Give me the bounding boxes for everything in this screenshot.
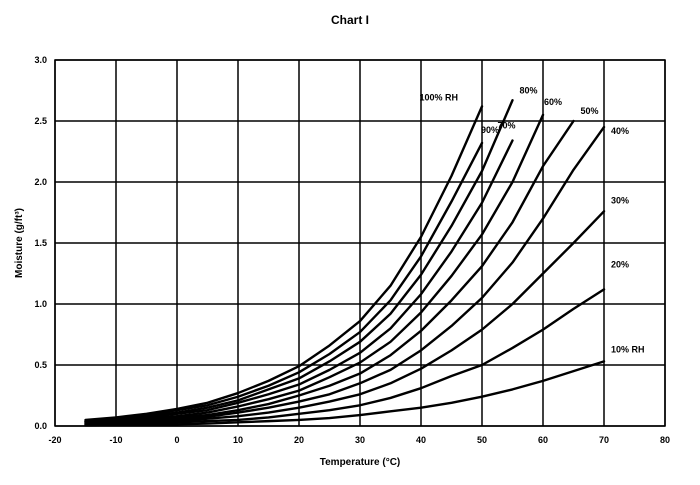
x-axis-ticks: -20 -10 0 10 20 30 40 50 60 70 80 bbox=[48, 435, 670, 445]
x-tick-label: 60 bbox=[538, 435, 548, 445]
series-label-3: 80% bbox=[520, 85, 538, 95]
series-label-5: 60% bbox=[544, 97, 562, 107]
x-axis-label: Temperature (°C) bbox=[320, 457, 401, 468]
y-tick-label: 1.0 bbox=[34, 299, 47, 309]
plot-area-frame bbox=[54, 59, 666, 427]
y-tick-label: 0.0 bbox=[34, 421, 47, 431]
series-lines bbox=[84, 99, 606, 427]
y-axis-ticks: 0.0 0.5 1.0 1.5 2.0 2.5 3.0 bbox=[34, 55, 47, 431]
series-line-6 bbox=[84, 119, 575, 425]
series-label-9: 20% bbox=[611, 259, 629, 269]
y-tick-label: 2.5 bbox=[34, 116, 47, 126]
series-line-3 bbox=[84, 99, 514, 423]
series-label-1: 100% RH bbox=[419, 92, 458, 102]
x-tick-label: 20 bbox=[294, 435, 304, 445]
series-line-10 bbox=[84, 360, 606, 427]
y-tick-label: 0.5 bbox=[34, 360, 47, 370]
series-label-4: 70% bbox=[497, 121, 515, 131]
y-tick-label: 3.0 bbox=[34, 55, 47, 65]
series-line-4 bbox=[84, 139, 514, 423]
series-line-9 bbox=[84, 288, 606, 426]
x-tick-label: 50 bbox=[477, 435, 487, 445]
y-tick-label: 2.0 bbox=[34, 177, 47, 187]
x-tick-label: 70 bbox=[599, 435, 609, 445]
x-tick-label: -20 bbox=[48, 435, 61, 445]
series-line-1 bbox=[84, 105, 484, 422]
series-labels: 100% RH 90% 80% 70% 60% 50% 40% 30% 20% 10% RH bbox=[419, 85, 644, 354]
series-label-8: 30% bbox=[611, 195, 629, 205]
series-label-10: 10% RH bbox=[611, 344, 645, 354]
x-tick-label: 40 bbox=[416, 435, 426, 445]
x-tick-label: 80 bbox=[660, 435, 670, 445]
y-axis-label: Moisture (g/ft³) bbox=[14, 208, 25, 278]
series-line-8 bbox=[84, 210, 606, 426]
series-label-2: 90% bbox=[481, 125, 499, 135]
x-tick-label: -10 bbox=[109, 435, 122, 445]
series-line-5 bbox=[84, 113, 545, 424]
series-label-6: 50% bbox=[581, 106, 599, 116]
chart-title: Chart I bbox=[331, 13, 369, 27]
y-tick-label: 1.5 bbox=[34, 238, 47, 248]
series-line-7 bbox=[84, 125, 606, 425]
x-tick-label: 10 bbox=[233, 435, 243, 445]
series-line-2 bbox=[84, 141, 484, 423]
series-label-7: 40% bbox=[611, 126, 629, 136]
x-tick-label: 30 bbox=[355, 435, 365, 445]
x-tick-label: 0 bbox=[174, 435, 179, 445]
